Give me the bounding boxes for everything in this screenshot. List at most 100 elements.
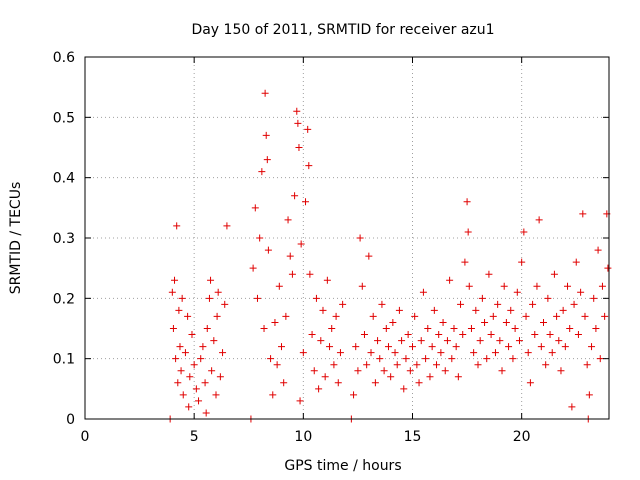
data-point bbox=[411, 312, 419, 320]
data-point bbox=[404, 331, 412, 339]
grid-lines bbox=[85, 57, 609, 419]
data-point bbox=[535, 216, 543, 224]
data-point bbox=[496, 337, 504, 345]
data-point bbox=[561, 343, 569, 351]
data-point bbox=[293, 107, 301, 115]
data-point bbox=[555, 337, 563, 345]
data-point bbox=[310, 367, 318, 375]
data-point bbox=[323, 276, 331, 284]
data-point bbox=[262, 131, 270, 139]
data-point bbox=[336, 349, 344, 357]
data-point bbox=[522, 312, 530, 320]
data-point bbox=[524, 349, 532, 357]
data-point bbox=[173, 222, 181, 230]
data-point bbox=[219, 349, 227, 357]
data-point bbox=[365, 252, 373, 260]
data-point bbox=[454, 373, 462, 381]
data-point bbox=[426, 373, 434, 381]
data-point bbox=[450, 325, 458, 332]
data-point bbox=[256, 234, 264, 242]
data-point bbox=[376, 355, 384, 363]
data-point bbox=[172, 355, 180, 363]
x-tick-label: 10 bbox=[294, 429, 312, 445]
data-point bbox=[581, 312, 589, 320]
data-point bbox=[439, 318, 447, 326]
data-point bbox=[601, 312, 609, 320]
data-point bbox=[505, 343, 513, 351]
data-point bbox=[317, 337, 325, 345]
data-point bbox=[511, 325, 519, 332]
data-point bbox=[568, 403, 576, 411]
data-point bbox=[358, 282, 366, 290]
data-point bbox=[533, 282, 541, 290]
data-point bbox=[544, 294, 552, 302]
data-point bbox=[574, 331, 582, 339]
data-point bbox=[295, 144, 303, 151]
data-point bbox=[400, 385, 408, 393]
data-point bbox=[502, 318, 510, 326]
data-point bbox=[201, 379, 209, 387]
data-point bbox=[261, 89, 269, 97]
data-point bbox=[588, 343, 596, 351]
data-point bbox=[518, 258, 526, 266]
data-point bbox=[498, 367, 506, 375]
data-point bbox=[263, 156, 271, 164]
data-point bbox=[583, 361, 591, 369]
data-point bbox=[542, 361, 550, 369]
data-point bbox=[207, 276, 215, 284]
data-point bbox=[208, 367, 216, 375]
data-point bbox=[472, 306, 480, 314]
data-point bbox=[572, 258, 580, 266]
data-point bbox=[464, 228, 472, 236]
data-point bbox=[474, 361, 482, 369]
data-point bbox=[275, 282, 283, 290]
data-point bbox=[564, 282, 572, 290]
data-point bbox=[330, 361, 338, 369]
data-point bbox=[590, 294, 598, 302]
data-point bbox=[467, 325, 475, 332]
data-point bbox=[175, 306, 183, 314]
data-point bbox=[197, 355, 205, 363]
data-point bbox=[515, 337, 523, 345]
data-point bbox=[491, 349, 499, 357]
data-point bbox=[374, 337, 382, 345]
data-point bbox=[291, 192, 299, 200]
data-point bbox=[391, 349, 399, 357]
data-point bbox=[422, 355, 430, 363]
data-point bbox=[476, 337, 484, 345]
data-point bbox=[332, 312, 340, 320]
data-point bbox=[264, 246, 272, 254]
data-point bbox=[452, 343, 460, 351]
data-point bbox=[393, 361, 401, 369]
x-tick-label: 5 bbox=[190, 429, 199, 445]
data-point bbox=[577, 288, 585, 296]
data-point bbox=[382, 325, 390, 332]
y-tick-label: 0.6 bbox=[53, 50, 75, 66]
data-point bbox=[369, 312, 377, 320]
data-point bbox=[296, 397, 304, 405]
data-point bbox=[190, 361, 198, 369]
y-tick-label: 0.5 bbox=[53, 110, 75, 126]
data-point bbox=[413, 361, 421, 369]
data-point bbox=[509, 355, 517, 363]
data-point bbox=[531, 331, 539, 339]
data-point bbox=[380, 367, 388, 375]
data-point bbox=[282, 312, 290, 320]
data-point bbox=[367, 349, 375, 357]
data-point bbox=[315, 385, 323, 393]
data-point bbox=[559, 306, 567, 314]
data-point bbox=[305, 162, 313, 170]
data-point bbox=[537, 343, 545, 351]
data-point bbox=[286, 252, 294, 260]
data-point bbox=[249, 264, 257, 272]
data-point bbox=[463, 198, 471, 206]
data-point bbox=[202, 409, 210, 417]
data-point bbox=[199, 343, 207, 351]
data-point bbox=[178, 294, 186, 302]
data-point bbox=[457, 300, 465, 308]
data-point bbox=[185, 403, 193, 411]
data-point bbox=[334, 379, 342, 387]
y-axis-ticks: 0 0.1 0.2 0.3 0.4 0.5 0.6 bbox=[53, 50, 609, 428]
y-tick-label: 0.2 bbox=[53, 291, 75, 307]
